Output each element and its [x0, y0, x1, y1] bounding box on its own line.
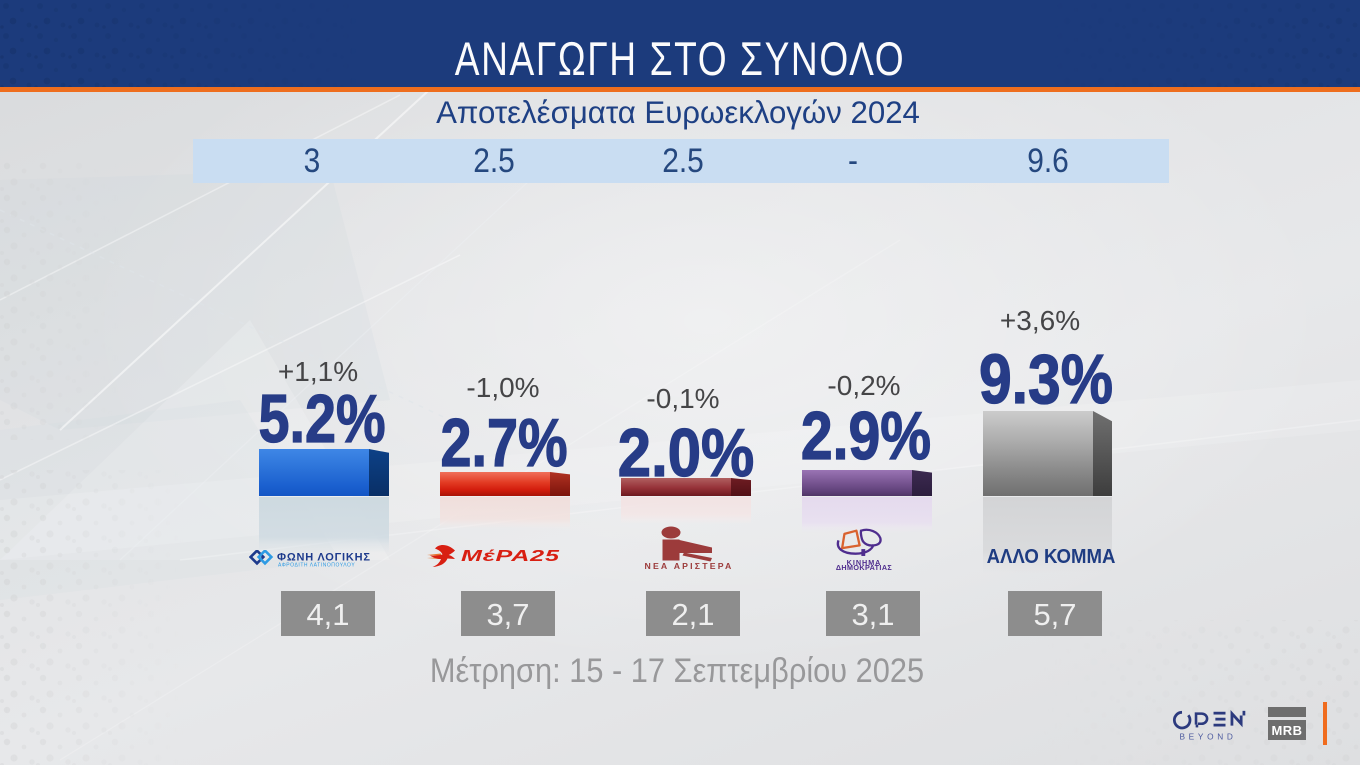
svg-text:ΚΙΝΗΜΑ: ΚΙΝΗΜΑ: [847, 558, 882, 567]
svg-text:ΦΩΝΗ ΛΟΓΙΚΗΣ: ΦΩΝΗ ΛΟΓΙΚΗΣ: [277, 552, 371, 564]
svg-text:BEYOND: BEYOND: [1179, 732, 1236, 741]
svg-text:ΜέΡΑ25: ΜέΡΑ25: [461, 548, 560, 565]
svg-text:ΝΕΑ ΑΡΙΣΤΕΡΑ: ΝΕΑ ΑΡΙΣΤΕΡΑ: [644, 561, 733, 570]
svg-text:ΔΗΜΟΚΡΑΤΙΑΣ: ΔΗΜΟΚΡΑΤΙΑΣ: [836, 563, 893, 570]
svg-text:ΑΦΡΟΔΙΤΗ ΛΑΤΙΝΟΠΟΥΛΟΥ: ΑΦΡΟΔΙΤΗ ΛΑΤΙΝΟΠΟΥΛΟΥ: [278, 563, 355, 569]
